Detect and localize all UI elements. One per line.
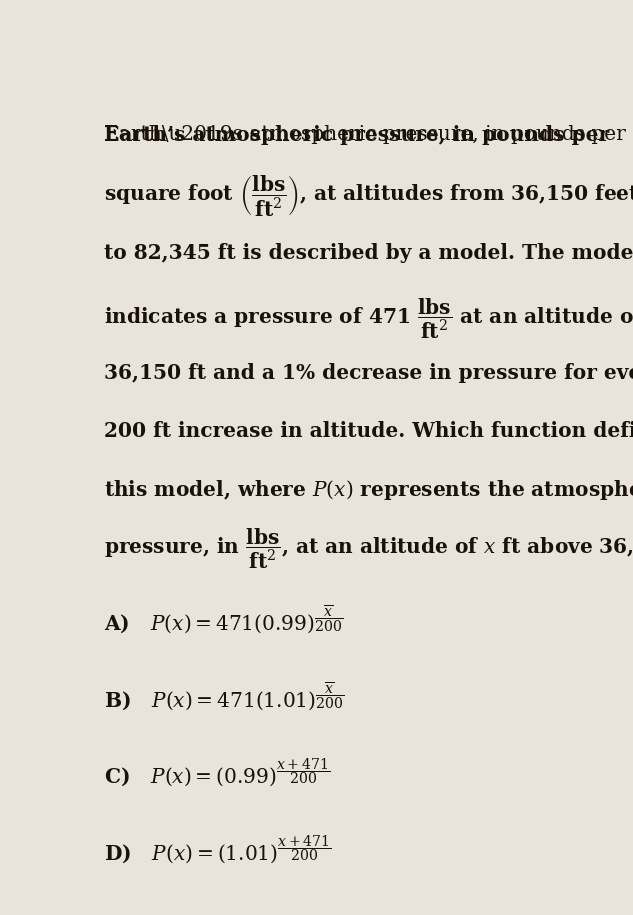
- Text: C)   $\mathit{P}(\mathit{x}) = (0.99)^{\dfrac{x+471}{200}}$: C) $\mathit{P}(\mathit{x}) = (0.99)^{\df…: [104, 757, 330, 789]
- Text: to 82,345 ft is described by a model. The model: to 82,345 ft is described by a model. Th…: [104, 243, 633, 264]
- Text: 36,150 ft and a 1% decrease in pressure for every: 36,150 ft and a 1% decrease in pressure …: [104, 363, 633, 383]
- Text: this model, where $\mathit{P}(\mathit{x})$ represents the atmospheric: this model, where $\mathit{P}(\mathit{x}…: [104, 479, 633, 502]
- Text: square foot $\left(\dfrac{\mathbf{lbs}}{\mathbf{ft}^2}\right)$, at altitudes fro: square foot $\left(\dfrac{\mathbf{lbs}}{…: [104, 173, 633, 218]
- Text: Earth’s atmospheric pressure, in pounds per: Earth’s atmospheric pressure, in pounds …: [104, 125, 609, 145]
- Text: A)   $\mathit{P}(\mathit{x}) = 471(0.99)^{\dfrac{\overline{x}}{200}}$: A) $\mathit{P}(\mathit{x}) = 471(0.99)^{…: [104, 603, 343, 635]
- Text: D)   $\mathit{P}(\mathit{x}) = (1.01)^{\dfrac{x+471}{200}}$: D) $\mathit{P}(\mathit{x}) = (1.01)^{\df…: [104, 834, 332, 867]
- Text: indicates a pressure of 471 $\dfrac{\mathbf{lbs}}{\mathbf{ft}^2}$ at an altitude: indicates a pressure of 471 $\dfrac{\mat…: [104, 296, 633, 340]
- Text: Earth\u2019s atmospheric pressure, in pounds per: Earth\u2019s atmospheric pressure, in po…: [104, 125, 625, 145]
- Text: B)   $\mathit{P}(\mathit{x}) = 471(1.01)^{\dfrac{\overline{x}}{200}}$: B) $\mathit{P}(\mathit{x}) = 471(1.01)^{…: [104, 680, 344, 712]
- Text: pressure, in $\dfrac{\mathbf{lbs}}{\mathbf{ft}^2}$, at an altitude of $\mathit{x: pressure, in $\dfrac{\mathbf{lbs}}{\math…: [104, 526, 633, 571]
- Text: 200 ft increase in altitude. Which function defines: 200 ft increase in altitude. Which funct…: [104, 421, 633, 441]
